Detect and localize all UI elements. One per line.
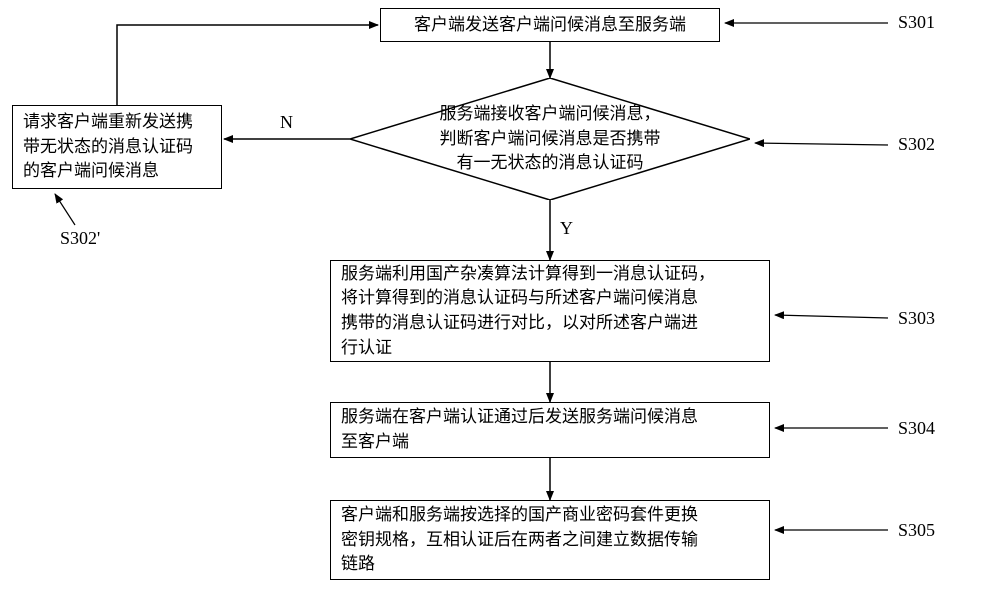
edge-label-n: N xyxy=(280,112,293,133)
label-s304: S304 xyxy=(898,418,935,439)
leader-s301 xyxy=(0,0,1000,591)
label-s301: S301 xyxy=(898,12,935,33)
edge-label-y: Y xyxy=(560,218,573,239)
label-s302: S302 xyxy=(898,134,935,155)
label-s303: S303 xyxy=(898,308,935,329)
label-s302p: S302' xyxy=(60,228,100,249)
label-s305: S305 xyxy=(898,520,935,541)
